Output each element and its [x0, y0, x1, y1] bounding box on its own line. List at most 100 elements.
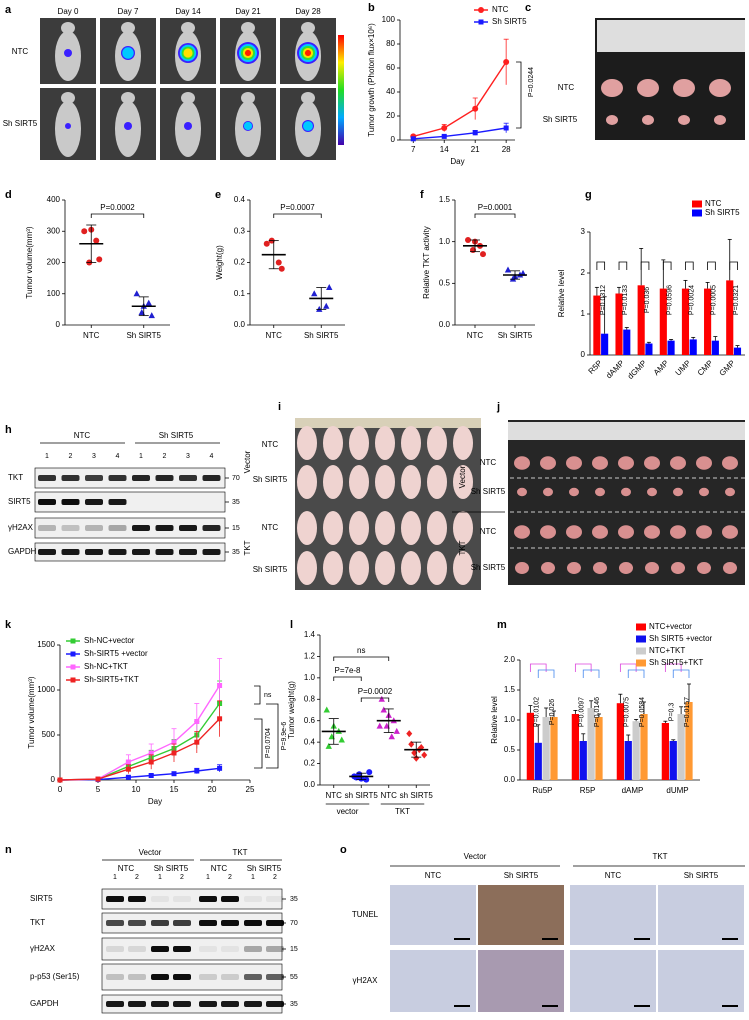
p-value: P=0.0097	[578, 697, 585, 727]
row-label: NTC	[12, 47, 29, 56]
mouse	[297, 551, 317, 585]
lane-number: 1	[206, 874, 210, 881]
band	[221, 946, 239, 952]
lane-number: 2	[180, 874, 184, 881]
data-point	[171, 739, 177, 745]
band	[38, 475, 56, 481]
y-tick-label: 3	[581, 227, 586, 236]
band	[244, 920, 262, 926]
mouse-head	[241, 92, 255, 104]
legend-marker	[70, 664, 76, 670]
p-value: P=0.0321	[733, 285, 740, 315]
data-point	[217, 765, 223, 771]
band	[173, 974, 191, 980]
y-tick-label: 0	[51, 775, 56, 784]
band	[108, 475, 127, 481]
band	[61, 475, 80, 481]
bracket	[574, 663, 592, 672]
group-label: Sh SIRT5	[154, 864, 189, 873]
tumor	[601, 79, 623, 97]
bar	[534, 742, 542, 780]
signal	[64, 49, 72, 57]
tumor	[709, 79, 731, 97]
p-value: ns	[264, 692, 272, 699]
signal	[124, 122, 132, 130]
mouse	[401, 465, 421, 499]
band	[128, 1001, 146, 1007]
p-value: P=0.3	[668, 703, 675, 722]
data-point	[441, 133, 447, 139]
data-point	[421, 751, 428, 759]
y-tick-label: 0.0	[504, 775, 516, 784]
bar	[542, 717, 550, 780]
tumor	[725, 487, 735, 497]
y-tick-label: 80	[386, 39, 395, 48]
row-label: Sh SIRT5	[471, 487, 506, 496]
bracket	[618, 261, 628, 270]
ruler	[597, 20, 745, 52]
band	[106, 974, 124, 980]
p-value: P=0.0146	[594, 697, 601, 727]
bracket	[254, 685, 261, 705]
band	[244, 974, 262, 980]
p-value: P=0.0007	[280, 203, 315, 212]
data-point	[393, 727, 400, 734]
tumor	[566, 525, 582, 539]
tumor	[619, 562, 633, 574]
bar	[689, 339, 697, 355]
x-tick-label: NTC	[381, 791, 398, 800]
band	[173, 896, 191, 902]
bracket	[619, 663, 637, 672]
tumor	[517, 487, 527, 497]
y-tick-label: 200	[47, 258, 61, 267]
ihc-image	[570, 885, 656, 945]
legend-label: Sh-SIRT5 +vector	[84, 649, 148, 658]
row-label: NTC	[480, 527, 497, 536]
tumor	[644, 525, 660, 539]
bar	[667, 340, 675, 355]
bracket	[273, 213, 322, 218]
tumor	[569, 487, 579, 497]
data-point	[194, 719, 200, 724]
bracket	[333, 656, 390, 661]
mw-marker: 35	[232, 549, 240, 556]
band	[85, 475, 103, 481]
band	[108, 549, 127, 555]
lane-number: 4	[210, 453, 214, 460]
p-value: P=0.0024	[688, 285, 695, 315]
band	[179, 475, 197, 481]
bracket	[627, 669, 645, 678]
panel-label: l	[290, 619, 293, 631]
x-tick-label: 15	[170, 785, 179, 794]
ihc-image	[390, 950, 476, 1012]
bar	[677, 714, 685, 780]
tumor	[644, 456, 660, 470]
mouse	[375, 465, 395, 499]
band	[151, 1001, 169, 1007]
legend-swatch	[692, 200, 702, 208]
bracket	[582, 669, 600, 678]
tumor	[618, 525, 634, 539]
x-tick-label: Sh SIRT5	[126, 331, 161, 340]
mouse	[427, 551, 447, 585]
bar	[733, 347, 742, 355]
tumor	[566, 456, 582, 470]
signal	[244, 49, 252, 57]
lane-number: 1	[113, 874, 117, 881]
mw-marker: 15	[232, 525, 240, 532]
data-point	[465, 237, 471, 243]
p-value: P=0.0133	[622, 285, 629, 315]
band	[132, 475, 150, 481]
tumor	[673, 79, 695, 97]
data-point	[171, 771, 177, 777]
p-value: P=9.9e-6	[281, 722, 288, 751]
data-point	[93, 237, 100, 244]
data-point	[472, 130, 478, 136]
mouse	[297, 426, 317, 460]
data-point	[480, 251, 486, 258]
treatment-label: Vector	[139, 848, 162, 857]
lane-number: 2	[163, 453, 167, 460]
y-tick-label: 100	[382, 15, 396, 24]
row-label: Sh SIRT5	[3, 119, 38, 128]
mouse-head	[181, 22, 195, 34]
